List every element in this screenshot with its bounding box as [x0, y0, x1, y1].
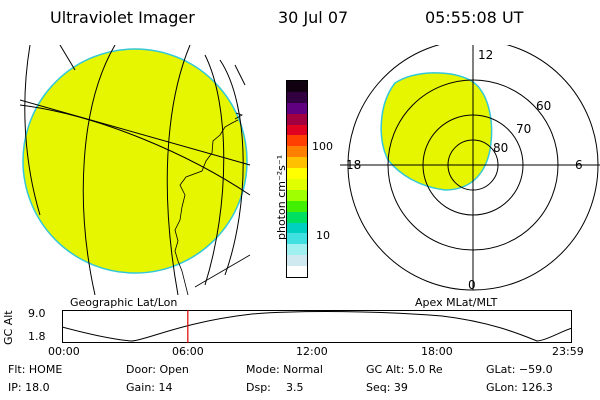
altitude-curve	[62, 311, 572, 342]
polar-grid	[340, 45, 600, 291]
geo-grid-lines	[20, 45, 251, 295]
mlt-label-6: 6	[575, 158, 583, 172]
color-bar-segment	[287, 189, 307, 201]
color-bar-tick-10: 10	[316, 229, 330, 242]
timeline-y-axis-label: GC Alt	[2, 310, 15, 345]
lat-label-60: 60	[536, 99, 551, 113]
color-bar-segment	[287, 124, 307, 136]
timeline-x-tick-1200: 12:00	[296, 345, 328, 358]
color-bar-unit-label: photon cm⁻²s⁻¹	[275, 154, 288, 240]
gc-altitude: GC Alt: 5.0 Re	[366, 363, 443, 376]
geographic-latitude: GLat: −59.0	[486, 363, 553, 376]
mlt-label-18: 18	[346, 158, 361, 172]
color-bar-segment	[287, 102, 307, 114]
geo-grid-line-lower	[194, 254, 251, 288]
timeline-x-tick-0600: 06:00	[172, 345, 204, 358]
timeline-plot	[62, 310, 572, 343]
color-bar-segment	[287, 233, 307, 245]
time-label: 05:55:08 UT	[425, 8, 524, 27]
geographic-longitude: GLon: 126.3	[486, 381, 553, 394]
color-bar-segment	[287, 211, 307, 223]
color-bar-segment	[287, 146, 307, 158]
door-status: Door: Open	[126, 363, 189, 376]
timeline-x-tick-0000: 00:00	[48, 345, 80, 358]
coastline	[174, 119, 239, 295]
date-label: 30 Jul 07	[278, 8, 349, 27]
color-bar-segment	[287, 113, 307, 125]
color-bar-segment	[287, 244, 307, 256]
timeline-y-tick-high: 9.0	[28, 307, 46, 320]
timeline-y-tick-low: 1.8	[28, 330, 46, 343]
auroral-fill-disk	[22, 48, 248, 274]
color-bar-segment	[287, 81, 307, 92]
color-bar-segment	[287, 135, 307, 147]
geographic-panel-label: Geographic Lat/Lon	[70, 296, 178, 309]
coastline-fragment	[234, 112, 243, 120]
color-bar-segment	[287, 179, 307, 190]
color-bar-segment	[287, 157, 307, 169]
sequence-number: Seq: 39	[366, 381, 408, 394]
timeline-x-tick-1800: 18:00	[421, 345, 453, 358]
gain-value: Gain: 14	[126, 381, 173, 394]
lat-label-70: 70	[516, 122, 531, 136]
geographic-map-panel	[20, 45, 251, 295]
flight-status: Flt: HOME	[8, 363, 63, 376]
mlt-label-12: 12	[478, 48, 493, 62]
color-bar	[286, 80, 308, 278]
instrument-title: Ultraviolet Imager	[50, 8, 195, 27]
polar-plot-panel: 12 18 6 0 60 70 80	[340, 45, 600, 292]
color-bar-tick-100: 100	[312, 140, 333, 153]
dsp-label: Dsp:	[246, 381, 271, 394]
color-bar-segment	[287, 91, 307, 103]
color-bar-segment	[287, 222, 307, 234]
ip-value: IP: 18.0	[8, 381, 50, 394]
polar-panel-label: Apex MLat/MLT	[415, 296, 498, 309]
color-bar-segment	[287, 255, 307, 267]
mode-status: Mode: Normal	[246, 363, 323, 376]
color-bar-segment	[287, 168, 307, 180]
lat-label-80: 80	[493, 141, 508, 155]
mlt-label-0: 0	[468, 278, 476, 292]
timeline-x-tick-2359: 23:59	[552, 345, 584, 358]
color-bar-segment	[287, 266, 307, 278]
color-bar-segment	[287, 200, 307, 212]
dsp-value: 3.5	[286, 381, 304, 394]
